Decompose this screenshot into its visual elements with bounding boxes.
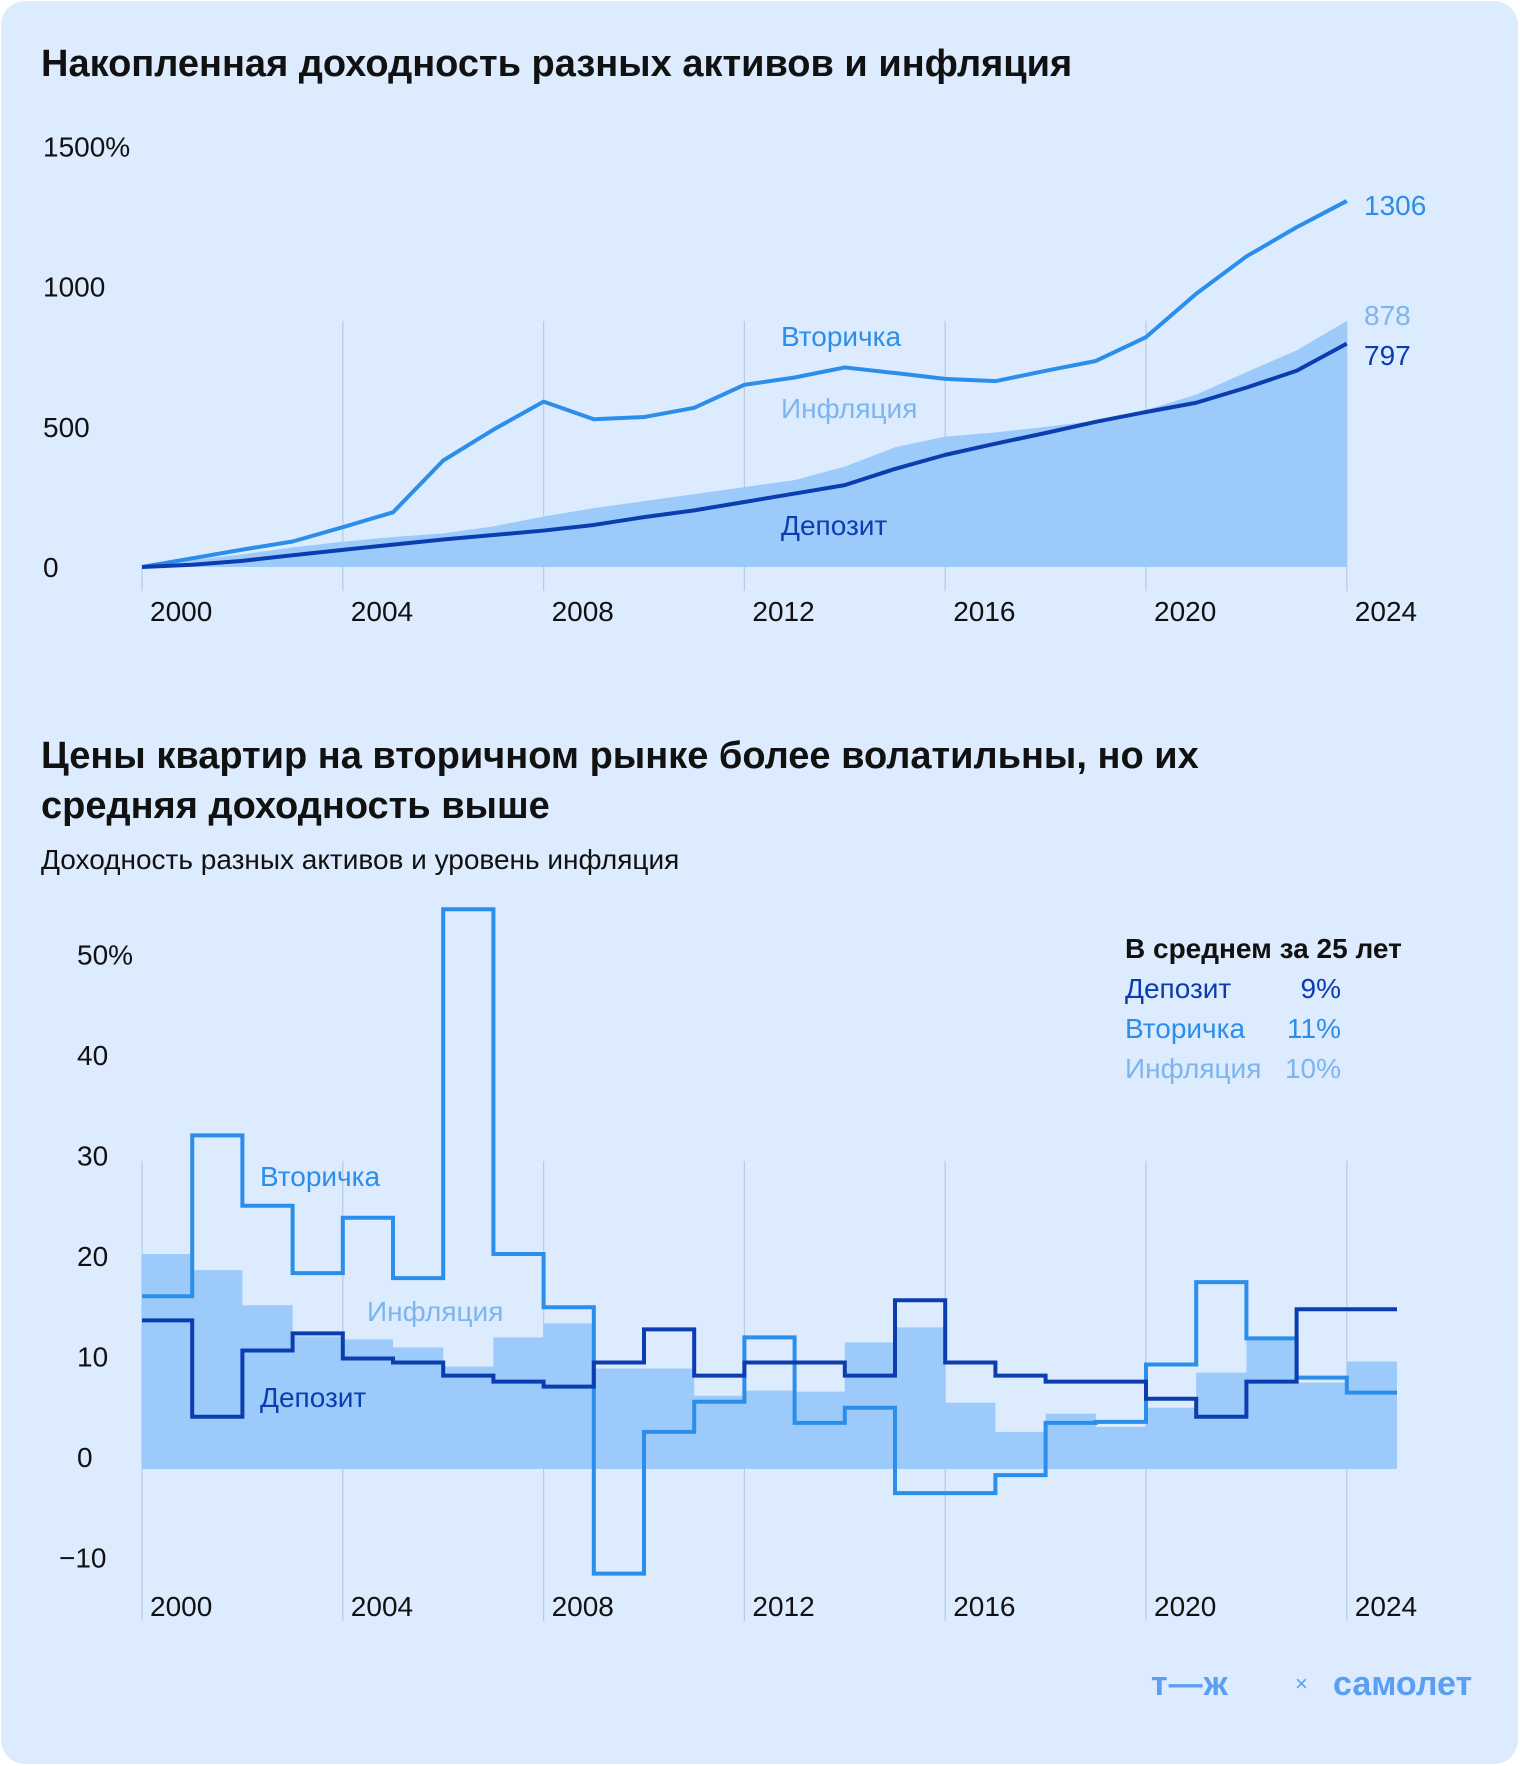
inflation-area — [142, 320, 1347, 567]
average-value: 11% — [1287, 1013, 1341, 1044]
chart2-x-tick-label: 2024 — [1355, 1591, 1417, 1622]
secondary-market-step-line — [142, 907, 1397, 1576]
secondary-series-label: Вторичка — [781, 321, 901, 352]
secondary-end-value: 1306 — [1364, 190, 1426, 221]
chart2-x-tick-label: 2016 — [953, 1591, 1015, 1622]
deposit-end-value: 797 — [1364, 340, 1411, 371]
brand-separator: × — [1295, 1671, 1308, 1696]
inflation-end-value: 878 — [1364, 300, 1411, 331]
chart2-y-tick-label: 40 — [77, 1040, 108, 1071]
chart1-x-tick-label: 2024 — [1355, 596, 1417, 627]
chart1-y-tick-label: 0 — [43, 552, 59, 583]
deposit-series-label-2: Депозит — [260, 1382, 366, 1413]
average-row-secondary: Вторичка 11% — [1125, 1009, 1425, 1049]
chart2-x-tick-label: 2020 — [1154, 1591, 1216, 1622]
chart2-y-tick-label: 50% — [77, 940, 133, 971]
chart1-x-tick-label: 2012 — [752, 596, 814, 627]
chart1-x-tick-label: 2004 — [351, 596, 413, 627]
deposit-series-label: Депозит — [781, 510, 887, 541]
average-name: Депозит — [1125, 973, 1232, 1004]
chart1-x-tick-label: 2008 — [552, 596, 614, 627]
inflation-series-label-2: Инфляция — [367, 1296, 503, 1327]
secondary-series-label-2: Вторичка — [260, 1161, 380, 1192]
chart2-x-tick-label: 2008 — [552, 1591, 614, 1622]
chart1-y-tick-label: 1500% — [43, 132, 130, 163]
chart2-y-tick-label: 20 — [77, 1241, 108, 1272]
chart1-y-tick-label: 1000 — [43, 272, 105, 303]
chart2-x-tick-label: 2012 — [752, 1591, 814, 1622]
chart1-x-tick-label: 2020 — [1154, 596, 1216, 627]
chart1-title: Накопленная доходность разных активов и … — [41, 43, 1073, 85]
chart1-x-tick-label: 2000 — [150, 596, 212, 627]
chart2-y-tick-label: −10 — [59, 1543, 107, 1574]
chart2-x-tick-label: 2000 — [150, 1591, 212, 1622]
averages-title: В среднем за 25 лет — [1125, 933, 1402, 964]
inflation-series-label: Инфляция — [781, 393, 917, 424]
averages-box: В среднем за 25 лет Депозит 9% Вторичка … — [1125, 929, 1425, 1089]
chart2-y-tick-label: 0 — [77, 1442, 93, 1473]
chart2-subtitle: Доходность разных активов и уровень инфл… — [41, 844, 680, 875]
average-name: Инфляция — [1125, 1053, 1262, 1084]
average-row-inflation: Инфляция 10% — [1125, 1049, 1425, 1089]
chart2-x-tick-label: 2004 — [351, 1591, 413, 1622]
average-name: Вторичка — [1125, 1013, 1246, 1044]
chart2-y-tick-label: 30 — [77, 1141, 108, 1172]
samolet-logo: самолет — [1333, 1665, 1473, 1703]
average-value: 9% — [1300, 973, 1341, 1004]
tj-logo: т—ж — [1151, 1665, 1229, 1703]
chart1-x-tick-label: 2016 — [953, 596, 1015, 627]
cumulative-returns-chart: 0 500 1000 1500% 2000 2004 2008 2012 2016 2020 20… — [43, 132, 1426, 627]
average-row-deposit: Депозит 9% — [1125, 969, 1425, 1009]
secondary-market-line — [141, 199, 1348, 569]
average-value: 10% — [1284, 1053, 1341, 1084]
brand-logos: т—ж × самолет — [1151, 1661, 1481, 1711]
deposit-line — [141, 341, 1348, 569]
chart1-y-tick-label: 500 — [43, 412, 90, 443]
chart2-y-tick-label: 10 — [77, 1342, 108, 1373]
deposit-step-line — [142, 1298, 1397, 1419]
inflation-step-area — [142, 1253, 1397, 1470]
chart2-title: Цены квартир на вторичном рынке более во… — [41, 735, 1199, 827]
